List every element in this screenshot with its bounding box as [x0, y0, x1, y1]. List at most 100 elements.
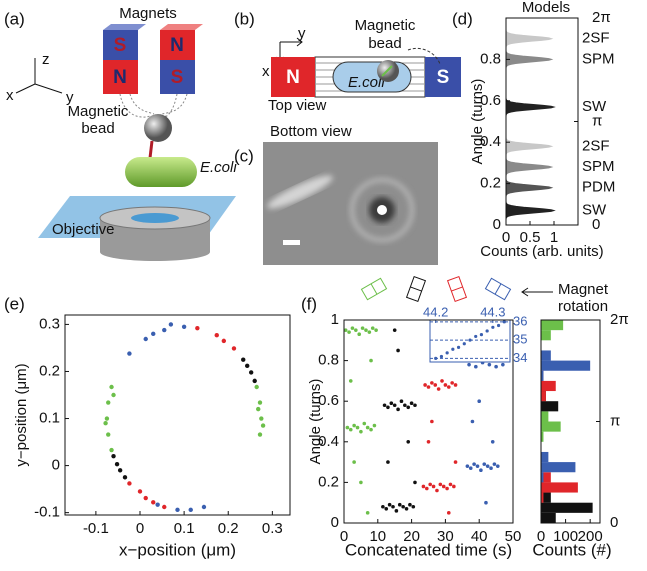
point: [182, 325, 186, 329]
point: [437, 387, 441, 391]
panel-label: (f): [301, 294, 317, 313]
pole-label: N: [170, 35, 184, 56]
point: [454, 460, 458, 464]
point: [471, 420, 475, 424]
point: [241, 358, 245, 362]
y-tick-label: 0.2: [480, 175, 501, 192]
annotation: Magnet: [558, 281, 609, 298]
point: [352, 424, 356, 428]
point: [373, 424, 377, 428]
point: [351, 326, 355, 330]
point: [347, 330, 351, 334]
point: [357, 332, 361, 336]
point: [445, 487, 449, 491]
point: [410, 401, 414, 405]
point: [413, 481, 417, 485]
x-axis-label: Counts (#): [532, 540, 611, 559]
point: [427, 385, 431, 389]
hist-bar: [541, 411, 548, 421]
point: [450, 381, 454, 385]
point: [447, 385, 451, 389]
y-tick-label: 0: [610, 514, 618, 531]
point: [411, 505, 415, 509]
view-label: Top view: [268, 97, 327, 114]
point: [433, 383, 437, 387]
inset-x-tick-label: 44.2: [423, 304, 448, 319]
hist-bar: [541, 422, 561, 432]
point: [477, 399, 481, 403]
point: [366, 511, 370, 515]
inset-point: [451, 348, 454, 351]
hist-bar: [541, 391, 546, 401]
point: [408, 503, 412, 507]
point: [202, 505, 206, 509]
point: [349, 379, 353, 383]
point: [393, 328, 397, 332]
point: [390, 401, 394, 405]
x-axis-label: x−position (μm): [119, 540, 236, 559]
x-axis-label: Counts (arb. units): [480, 243, 603, 260]
density-peak: [506, 47, 552, 72]
point: [493, 462, 497, 466]
y-tick-label: 0.2: [318, 473, 339, 490]
y-tick-label: 0: [52, 457, 60, 474]
axis-label: x: [6, 87, 14, 104]
inset-point: [446, 351, 449, 354]
point: [254, 385, 258, 389]
inset-point: [434, 357, 437, 360]
point: [494, 365, 498, 369]
lens: [131, 213, 179, 223]
point: [467, 363, 471, 367]
x-tick-label: 0.3: [262, 520, 283, 537]
point: [383, 403, 387, 407]
point: [452, 485, 456, 489]
pole-label: S: [437, 67, 450, 88]
density-peak: [506, 134, 552, 159]
point: [430, 420, 434, 424]
plot-frame: [506, 18, 578, 225]
panel-label: (d): [452, 9, 473, 28]
hist-bar: [541, 482, 578, 492]
y-tick-label: 0.3: [39, 315, 60, 332]
point: [425, 487, 429, 491]
x-tick-label: 0.2: [218, 520, 239, 537]
point: [354, 328, 358, 332]
point: [406, 405, 410, 409]
point: [368, 330, 372, 334]
axis-label: y: [298, 25, 306, 42]
x-axis-label: Concatenated time (s): [345, 540, 512, 559]
objective: [100, 243, 210, 261]
density-peak: [506, 95, 554, 120]
point: [405, 507, 409, 511]
inset-point: [486, 329, 489, 332]
hist-bar: [541, 452, 548, 462]
y-axis-label: Angle (turns): [307, 379, 324, 465]
panel-label: (e): [4, 294, 25, 313]
inset-x-tick-label: 44.3: [480, 304, 505, 319]
y-tick-label: 0.8: [480, 50, 501, 67]
point: [151, 332, 155, 336]
point: [391, 505, 395, 509]
y-tick-label: 0: [493, 216, 501, 233]
y-tick-label: 2π: [610, 311, 629, 328]
y-axis-label: y−position (μm): [13, 363, 30, 466]
point: [105, 416, 109, 420]
x-tick-label: 0.1: [174, 520, 195, 537]
hist-bar: [541, 330, 551, 340]
cell: [125, 157, 197, 187]
tether: [150, 141, 152, 158]
point: [258, 400, 262, 404]
plot-frame: [65, 315, 290, 515]
point: [447, 511, 451, 515]
micrograph-feature: [377, 205, 387, 215]
point: [123, 475, 127, 479]
inset-y-tick-label: 36: [513, 313, 527, 328]
point: [393, 403, 397, 407]
panel-c: (c) Bottom view: [234, 123, 438, 265]
point: [422, 485, 426, 489]
point: [501, 363, 505, 367]
point: [127, 351, 131, 355]
point: [258, 432, 262, 436]
y-tick-label: 0: [331, 514, 339, 531]
y-axis-label: Angle (turns): [469, 79, 486, 165]
